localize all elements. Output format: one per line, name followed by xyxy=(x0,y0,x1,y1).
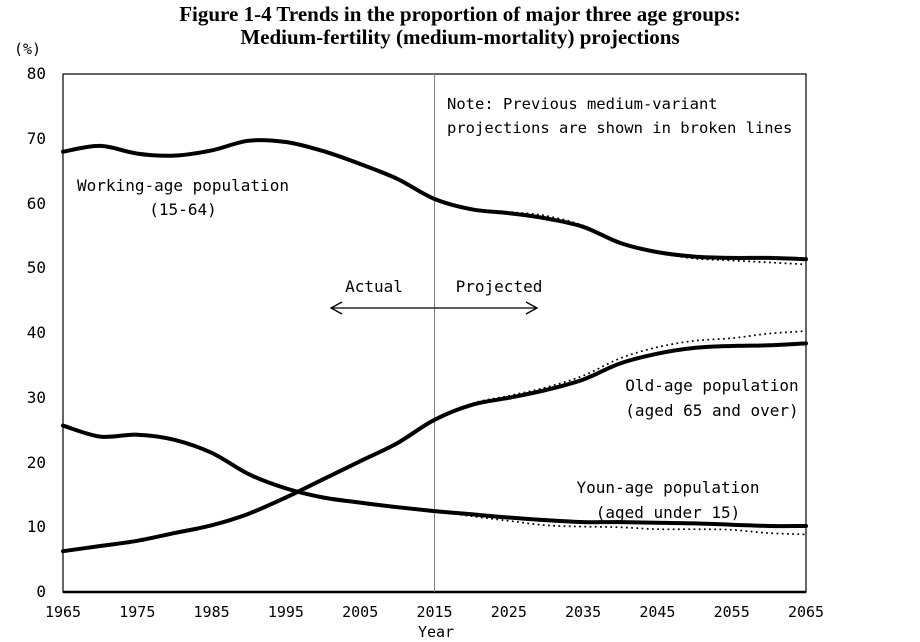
series-young-age-population-previous-projection-line xyxy=(434,510,807,536)
working-age-series-label-line2: (15-64) xyxy=(149,200,217,219)
x-tick-label-2045: 2045 xyxy=(639,603,676,621)
note-line1: Note: Previous medium-variant xyxy=(447,95,718,113)
figure-title-line1: Figure 1-4 Trends in the proportion of m… xyxy=(179,2,741,26)
x-tick-label-1965: 1965 xyxy=(44,603,82,621)
y-tick-label-20: 20 xyxy=(26,452,46,472)
old-age-series-label-line2: (aged 65 and over) xyxy=(625,401,799,420)
figure-title-line2: Medium-fertility (medium-mortality) proj… xyxy=(240,25,680,49)
young-age-series-label-line1: Youn-age population xyxy=(576,478,760,497)
x-tick-label-2035: 2035 xyxy=(565,603,602,621)
y-tick-label-30: 30 xyxy=(26,387,46,407)
arrow-right-head-icon xyxy=(525,301,539,315)
x-tick-label-2025: 2025 xyxy=(490,603,527,621)
note-line2: projections are shown in broken lines xyxy=(447,119,793,137)
series-working-age-population-previous-projection-line xyxy=(434,198,807,266)
x-tick-label-1985: 1985 xyxy=(193,603,230,621)
x-tick-label-2055: 2055 xyxy=(713,603,750,621)
y-tick-label-40: 40 xyxy=(26,323,46,342)
working-age-series-label: Working-age population (15-64) xyxy=(53,174,313,222)
y-tick-label-70: 70 xyxy=(26,128,46,148)
y-tick-label-50: 50 xyxy=(26,258,46,278)
old-age-series-label-line1: Old-age population xyxy=(625,376,799,395)
actual-period-label: Actual xyxy=(345,277,403,296)
x-tick-label-2015: 2015 xyxy=(416,603,453,621)
figure-title: Figure 1-4 Trends in the proportion of m… xyxy=(0,3,920,49)
x-tick-label-1975: 1975 xyxy=(119,603,156,621)
y-tick-label-60: 60 xyxy=(26,193,46,213)
x-axis-title: Year xyxy=(417,623,455,641)
young-age-series-label-line2: (aged under 15) xyxy=(595,503,741,522)
x-tick-label-2005: 2005 xyxy=(342,603,379,621)
y-tick-label-80: 80 xyxy=(26,64,46,83)
x-tick-label-2065: 2065 xyxy=(787,603,825,621)
working-age-series-label-line1: Working-age population xyxy=(77,176,289,195)
y-tick-label-0: 0 xyxy=(36,582,46,601)
projected-period-label: Projected xyxy=(455,277,543,296)
young-age-series-label: Youn-age population (aged under 15) xyxy=(528,475,808,525)
y-axis-unit-label: (%) xyxy=(14,40,42,58)
y-tick-label-10: 10 xyxy=(26,517,46,537)
old-age-series-label: Old-age population (aged 65 and over) xyxy=(572,373,852,423)
note-annotation: Note: Previous medium-variant projection… xyxy=(447,92,792,140)
arrow-left-head-icon xyxy=(329,301,343,315)
x-tick-label-1995: 1995 xyxy=(267,603,304,621)
